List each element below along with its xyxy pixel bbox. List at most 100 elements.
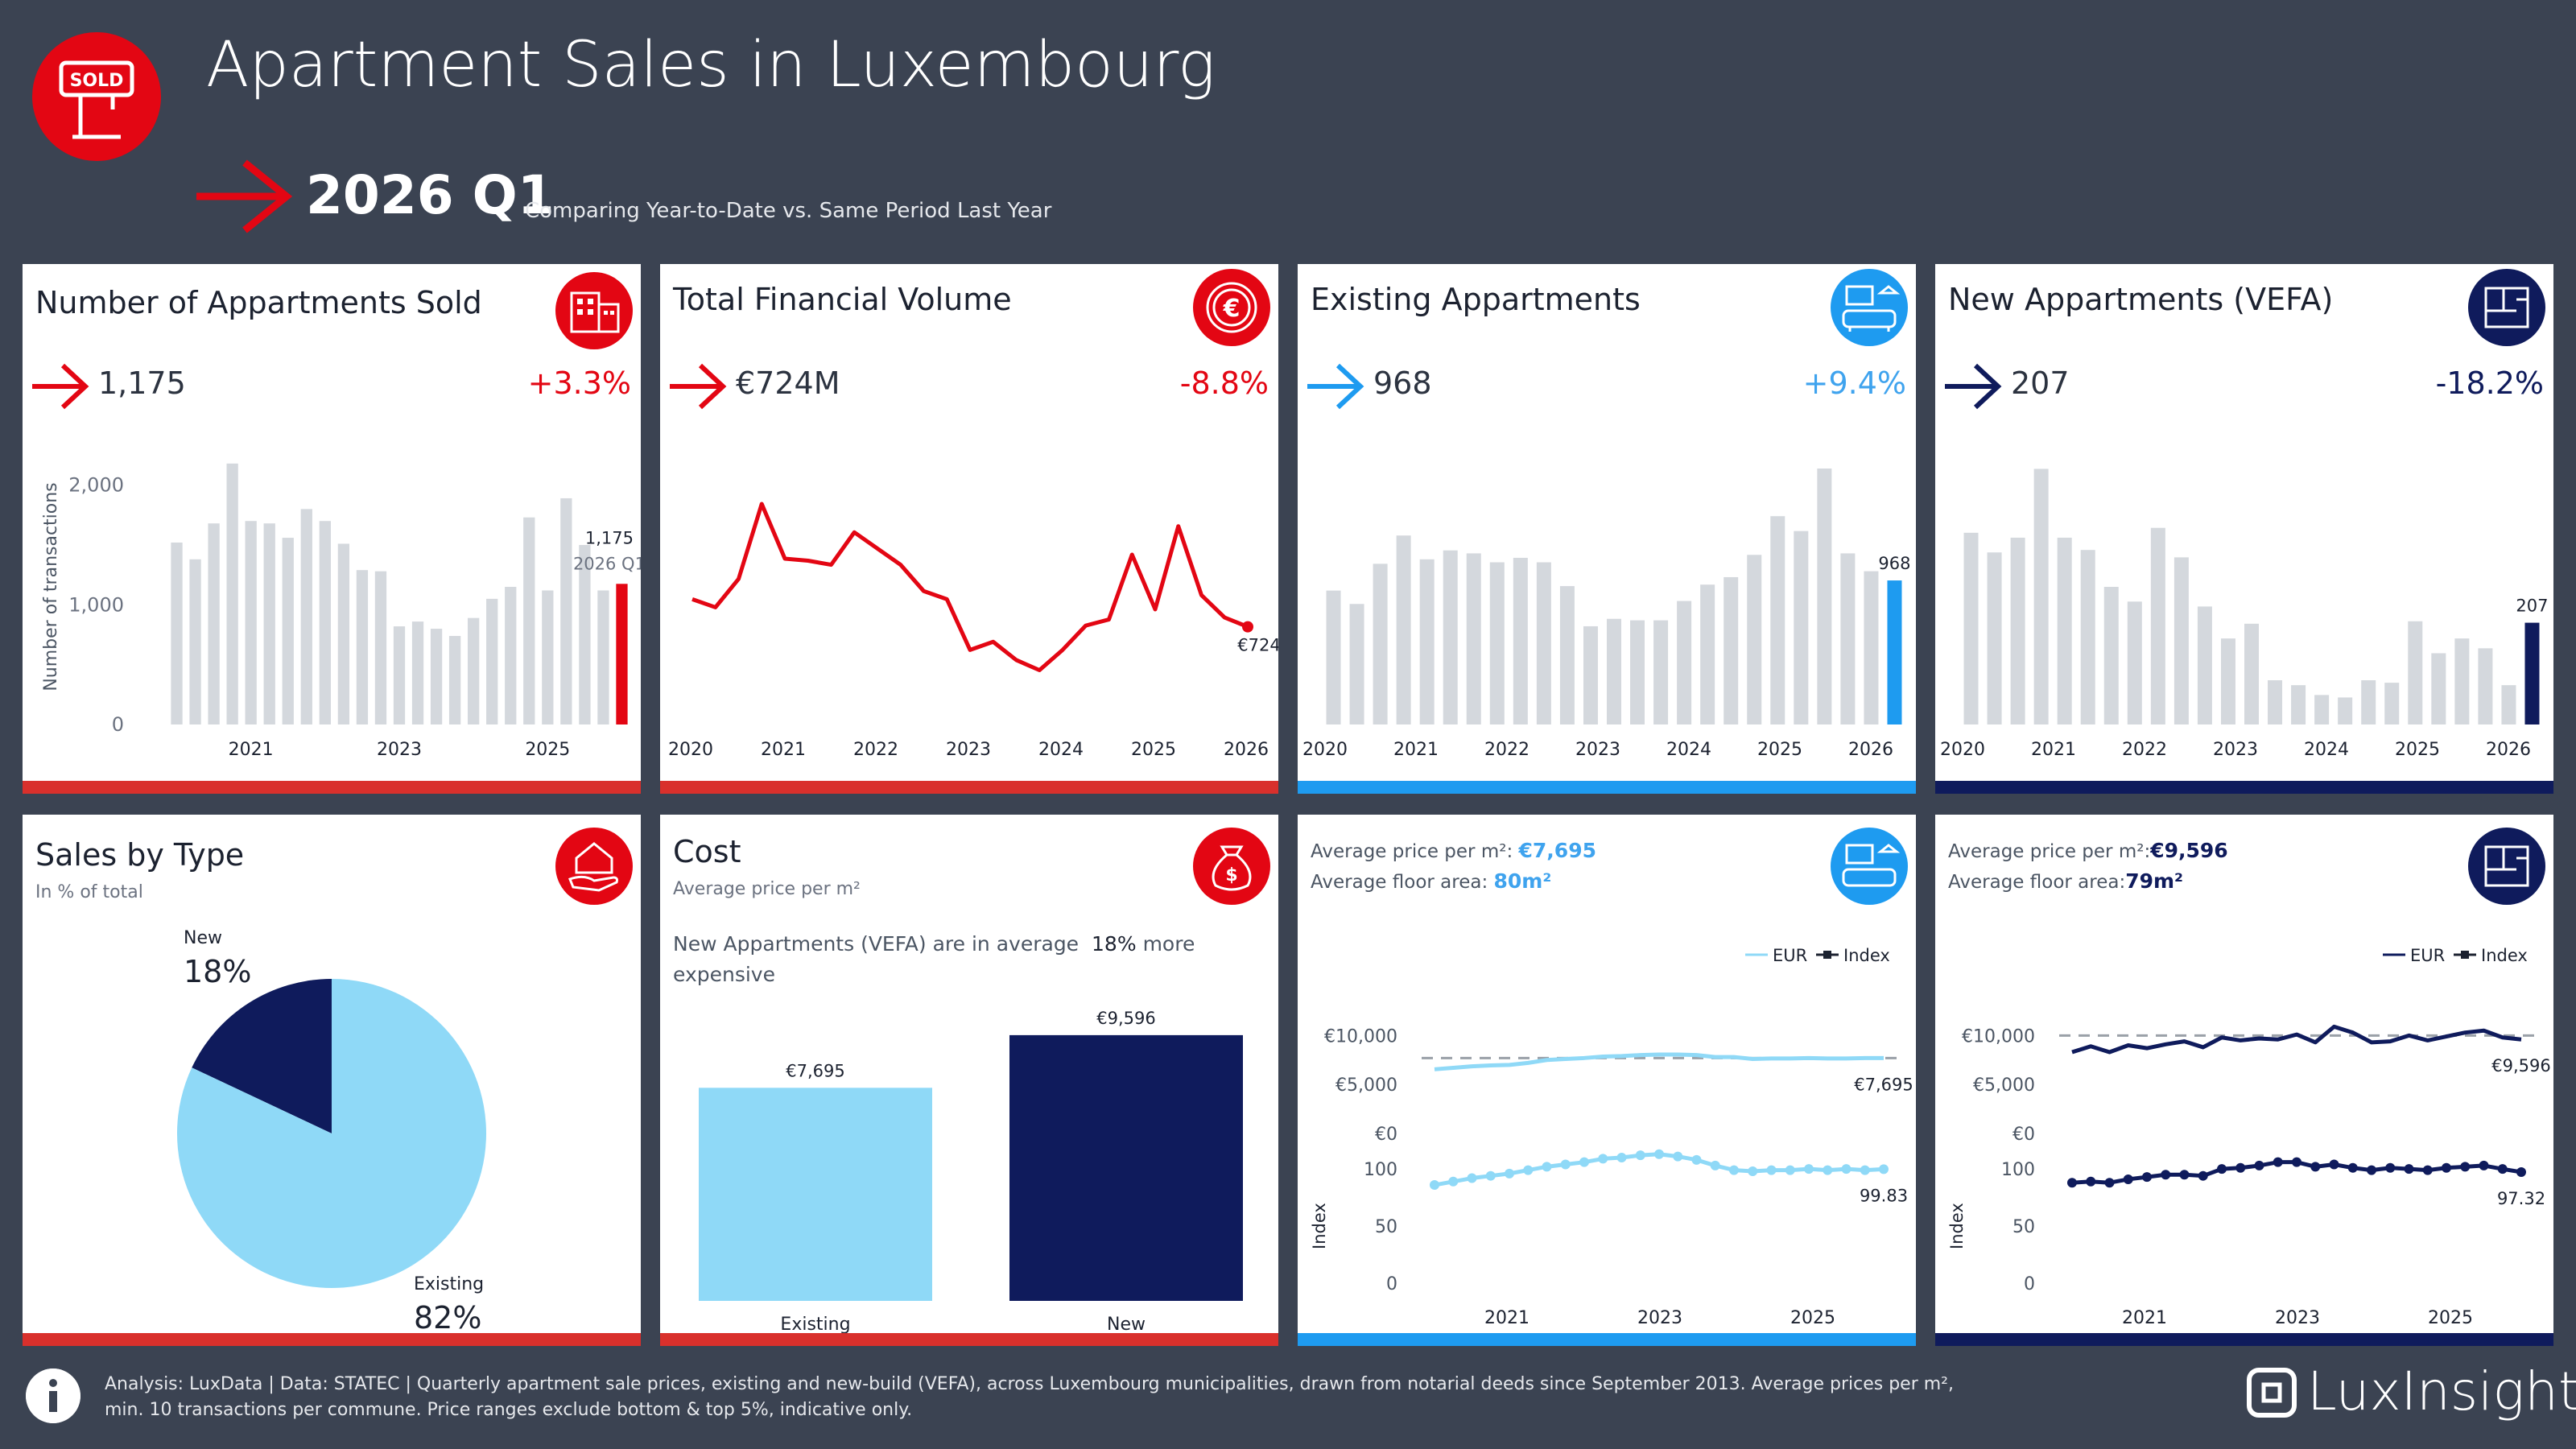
- slice-value-label: 82%: [414, 1300, 481, 1330]
- sold-sign-icon: SOLD: [59, 60, 134, 139]
- x-tick-label: 2021: [1484, 1308, 1530, 1328]
- data-label: €7,695: [1854, 1075, 1913, 1094]
- sold-sign-logo: SOLD: [32, 32, 161, 161]
- bar: [1653, 620, 1669, 724]
- bar: [1559, 586, 1575, 724]
- cost-note-text: New Appartments (VEFA) are in average: [673, 932, 1080, 956]
- y-tick-label: €5,000: [1973, 1075, 2035, 1096]
- card-accent-bar: [660, 1333, 1278, 1346]
- bar: [560, 497, 572, 724]
- kpi-value: 1,175: [98, 365, 186, 401]
- cost-note-text: more: [1142, 932, 1195, 956]
- kpi-change: +9.4%: [1802, 365, 1906, 401]
- chart-financial-volume: €724 2020 2021 2022 2023 2024 2025 2026: [668, 502, 1278, 760]
- data-label: €7,695: [786, 1061, 844, 1080]
- area-value: 79m²: [2125, 869, 2183, 893]
- footer-note: Analysis: LuxData | Data: STATEC | Quart…: [105, 1374, 1954, 1420]
- index-point: [2404, 1164, 2414, 1174]
- bar: [226, 463, 238, 724]
- bar: [2291, 685, 2306, 724]
- period-label: 2026 Q1: [306, 164, 555, 226]
- index-point: [1635, 1150, 1645, 1161]
- y-axis-label: Index: [1310, 1203, 1329, 1249]
- bar: [374, 571, 387, 724]
- price-label: Average price per m²:: [1311, 841, 1513, 862]
- index-point: [2161, 1170, 2171, 1180]
- legend-index-label: Index: [1843, 946, 1890, 965]
- bar: [2361, 680, 2376, 724]
- index-point: [1542, 1162, 1552, 1172]
- bar: [1419, 559, 1435, 724]
- index-point: [2367, 1165, 2376, 1175]
- x-tick-label: 2022: [2122, 740, 2167, 760]
- x-tick-label: 2021: [2031, 740, 2076, 760]
- pie-slice: [192, 979, 332, 1133]
- bar: [2244, 623, 2260, 724]
- index-point: [2123, 1174, 2133, 1184]
- floor-plan-icon: [2468, 828, 2545, 905]
- chart-new-price: EUR Index €10,000 €5,000 €0 €9,596 100 50 0 Index…: [1947, 946, 2551, 1328]
- card-financial-volume: Total Financial Volume € €724M -8.8% €72…: [660, 264, 1278, 794]
- bar: [2103, 587, 2119, 724]
- bar: [2197, 606, 2212, 724]
- x-tick-label: 2022: [853, 740, 898, 760]
- bar: [597, 590, 609, 724]
- x-tick-label: 2025: [2428, 1308, 2473, 1328]
- index-point: [1785, 1165, 1795, 1175]
- index-point: [2067, 1178, 2077, 1188]
- bar: [2478, 648, 2493, 724]
- y-tick-label: 50: [1375, 1217, 1397, 1237]
- bar: [208, 523, 220, 724]
- bar: [542, 590, 554, 724]
- x-tick-label: 2025: [525, 740, 570, 760]
- bar: [2431, 653, 2446, 724]
- arrow-right-icon: [1945, 363, 2002, 410]
- x-tick-label: New: [1107, 1315, 1146, 1335]
- y-tick-label: €10,000: [1962, 1026, 2035, 1046]
- x-tick-label: 2024: [2304, 740, 2349, 760]
- y-axis-label: Index: [1947, 1203, 1967, 1249]
- sofa-icon: [1831, 269, 1908, 346]
- index-point: [1710, 1160, 1720, 1170]
- index-point: [1505, 1168, 1514, 1179]
- card-accent-bar: [23, 1333, 641, 1346]
- cost-note: New Appartments (VEFA) are in average 18…: [673, 929, 1253, 990]
- bar: [448, 635, 461, 724]
- brand-logo-icon: [2247, 1368, 2297, 1418]
- index-point: [1448, 1176, 1459, 1187]
- euro-coin-icon: €: [1193, 269, 1270, 346]
- bar: [1606, 618, 1622, 724]
- bar: [1583, 625, 1598, 724]
- legend-index-label: Index: [2481, 946, 2528, 965]
- info-icon[interactable]: [26, 1368, 80, 1423]
- card-accent-bar: [23, 781, 641, 794]
- house-hand-icon: [555, 828, 633, 905]
- bar: [505, 587, 517, 724]
- area-label: Average floor area:: [1311, 872, 1488, 893]
- index-point: [2142, 1172, 2152, 1183]
- bar: [337, 543, 350, 724]
- price-value: €7,695: [1518, 839, 1596, 862]
- card-title: Total Financial Volume: [673, 282, 1012, 317]
- card-accent-bar: [1935, 1333, 2553, 1346]
- y-tick-label: 100: [1364, 1160, 1397, 1180]
- bar: [2080, 550, 2095, 724]
- kpi-change: -18.2%: [2435, 365, 2544, 401]
- x-tick-label: 2020: [668, 740, 713, 760]
- x-tick-label: 2023: [2275, 1308, 2320, 1328]
- bar: [300, 509, 312, 724]
- bar: [579, 544, 591, 724]
- end-point: [1242, 621, 1253, 633]
- bar: [356, 570, 369, 724]
- bar: [1326, 590, 1341, 724]
- index-point: [1729, 1165, 1739, 1175]
- index-point: [2104, 1178, 2115, 1188]
- x-tick-label: 2023: [377, 740, 422, 760]
- card-title: Number of Appartments Sold: [35, 285, 482, 320]
- index-point: [2310, 1162, 2321, 1172]
- y-tick-label: 0: [112, 713, 124, 736]
- x-tick-label: 2021: [2122, 1308, 2167, 1328]
- legend-eur-label: EUR: [1773, 946, 1807, 965]
- x-tick-label: 2025: [1790, 1308, 1835, 1328]
- x-tick-label: 2026: [2486, 740, 2531, 760]
